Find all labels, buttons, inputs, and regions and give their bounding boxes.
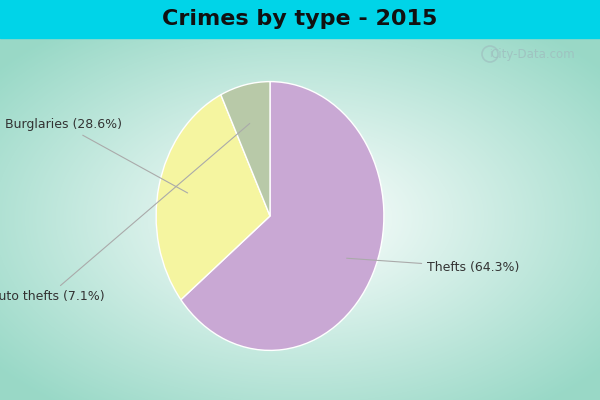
Text: Crimes by type - 2015: Crimes by type - 2015 (163, 9, 437, 29)
Text: Thefts (64.3%): Thefts (64.3%) (347, 258, 520, 274)
Wedge shape (156, 95, 270, 300)
Wedge shape (181, 82, 384, 350)
Text: City-Data.com: City-Data.com (490, 48, 575, 61)
Text: Auto thefts (7.1%): Auto thefts (7.1%) (0, 124, 250, 303)
Wedge shape (221, 82, 270, 216)
Text: Burglaries (28.6%): Burglaries (28.6%) (5, 118, 188, 193)
Text: i: i (488, 49, 491, 59)
Bar (0, 0, 600, 38)
